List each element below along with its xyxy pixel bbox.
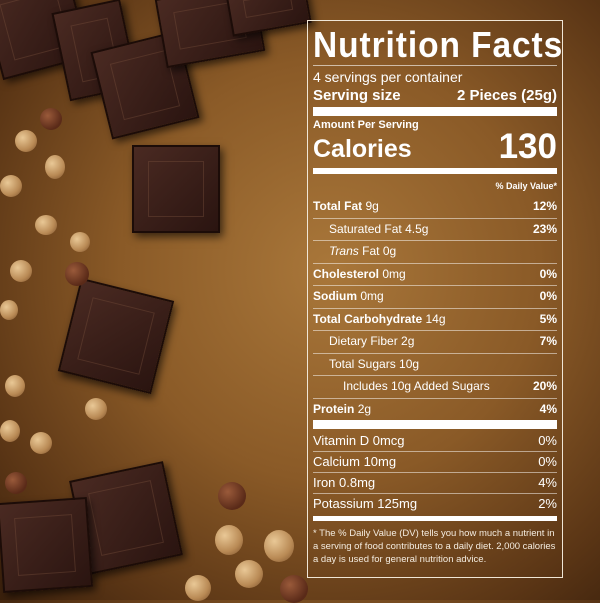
nutrient-row: Dietary Fiber 2g 7%	[313, 330, 557, 353]
nutrient-name: Trans Fat 0g	[329, 244, 397, 258]
nutrient-name: Total Sugars 10g	[329, 356, 420, 371]
nutrient-dv: 4%	[539, 401, 557, 416]
serving-size-row: Serving size 2 Pieces (25g)	[313, 87, 557, 105]
nutrient-name: Saturated Fat 4.5g	[329, 221, 429, 236]
nutrient-dv: 7%	[539, 334, 557, 348]
nutrient-name: Total Fat 9g	[313, 199, 379, 213]
label-title: Nutrition Facts	[313, 24, 564, 65]
nutrition-facts-label: Nutrition Facts 4 servings per container…	[307, 20, 563, 578]
chocolate-square	[57, 277, 175, 395]
vitamin-name: Calcium 10mg	[313, 454, 397, 469]
nutrient-dv: 23%	[532, 221, 557, 236]
vitamin-row: Vitamin D 0mcg 0%	[313, 431, 557, 451]
vitamin-row: Calcium 10mg 0%	[313, 451, 557, 472]
chocolate-square	[224, 0, 312, 37]
calories-label: Calories	[313, 135, 412, 163]
nutrient-name: Cholesterol 0mg	[313, 266, 406, 281]
vitamin-dv: 0%	[538, 454, 557, 469]
nutrient-row: Sodium 0mg 0%	[313, 285, 557, 308]
vitamin-list: Vitamin D 0mcg 0% Calcium 10mg 0% Iron 0.8mg…	[313, 431, 557, 514]
nutrient-name: Sodium 0mg	[313, 289, 384, 303]
nutrient-row: Total Sugars 10g	[313, 352, 557, 376]
footnote: * The % Daily Value (DV) tells you how m…	[313, 528, 556, 565]
calories-row: Calories 130	[313, 127, 557, 166]
nutrient-dv: 0%	[539, 289, 557, 303]
vitamin-row: Iron 0.8mg 4%	[313, 472, 557, 493]
calories-value: 130	[498, 127, 557, 166]
nutrient-row: Total Fat 9g 12%	[313, 196, 557, 218]
chocolate-square	[0, 496, 94, 594]
vitamin-name: Vitamin D 0mcg	[313, 433, 405, 448]
vitamin-name: Potassium 125mg	[313, 496, 418, 511]
nutrient-dv: 12%	[532, 199, 557, 213]
nutrient-row: Cholesterol 0mg 0%	[313, 262, 557, 286]
daily-value-header: % Daily Value*	[495, 181, 557, 191]
nutrient-name: Includes 10g Added Sugars	[343, 379, 490, 393]
nutrient-row: Saturated Fat 4.5g 23%	[313, 217, 557, 241]
chocolate-square	[132, 145, 220, 233]
vitamin-row: Potassium 125mg 2%	[313, 493, 557, 514]
nutrient-row: Trans Fat 0g	[313, 240, 557, 263]
serving-size-label: Serving size	[313, 87, 401, 104]
nutrient-list: Total Fat 9g 12% Saturated Fat 4.5g 23% Tran…	[313, 196, 557, 420]
servings-per-container: 4 servings per container	[313, 69, 463, 85]
serving-size-value: 2 Pieces (25g)	[456, 87, 557, 104]
nutrient-dv: 20%	[532, 379, 557, 393]
nutrient-dv: 0%	[539, 266, 557, 281]
nutrient-name: Protein 2g	[313, 401, 372, 416]
nutrient-row: Protein 2g 4%	[313, 397, 557, 421]
vitamin-dv: 0%	[538, 433, 557, 448]
nutrient-name: Dietary Fiber 2g	[329, 334, 415, 348]
nutrient-row: Total Carbohydrate 14g 5%	[313, 307, 557, 331]
nutrient-name: Total Carbohydrate 14g	[313, 311, 446, 326]
vitamin-name: Iron 0.8mg	[313, 475, 376, 490]
nutrient-dv: 5%	[539, 311, 557, 326]
vitamin-dv: 4%	[538, 475, 557, 490]
nutrient-row: Includes 10g Added Sugars 20%	[313, 375, 557, 398]
amount-per-serving: Amount Per Serving	[313, 119, 419, 131]
vitamin-dv: 2%	[538, 496, 557, 511]
